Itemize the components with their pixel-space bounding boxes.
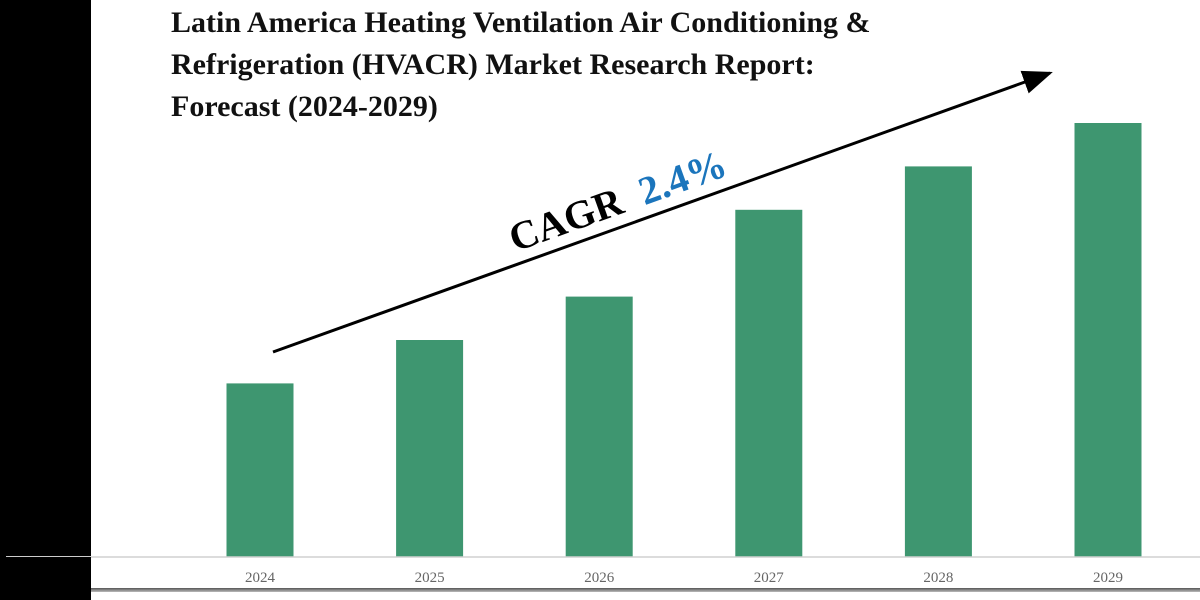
x-tick-label: 2025 xyxy=(415,570,445,586)
x-tick-label: 2028 xyxy=(923,570,953,586)
x-tick-label: 2027 xyxy=(754,570,785,586)
cagr-value: 2.4% xyxy=(632,141,732,214)
baseline-stub xyxy=(6,556,91,557)
bottom-shadow xyxy=(91,588,1200,592)
trend-arrow xyxy=(272,70,1053,354)
left-black-strip xyxy=(0,0,91,600)
chart-title: Latin America Heating Ventilation Air Co… xyxy=(171,2,871,128)
x-tick-label: 2029 xyxy=(1093,570,1123,586)
bar-2027 xyxy=(735,209,803,558)
bar-2028 xyxy=(904,166,972,557)
bar-2026 xyxy=(565,296,633,557)
title-line-3: Forecast (2024-2029) xyxy=(171,90,438,123)
x-tick-label: 2026 xyxy=(584,570,615,586)
title-line-2: Refrigeration (HVACR) Market Research Re… xyxy=(171,48,815,81)
x-tick-label: 2024 xyxy=(245,570,276,586)
bar-2025 xyxy=(396,340,464,557)
bar-2029 xyxy=(1074,123,1142,557)
title-line-1: Latin America Heating Ventilation Air Co… xyxy=(171,6,871,39)
bar-2024 xyxy=(226,383,294,557)
